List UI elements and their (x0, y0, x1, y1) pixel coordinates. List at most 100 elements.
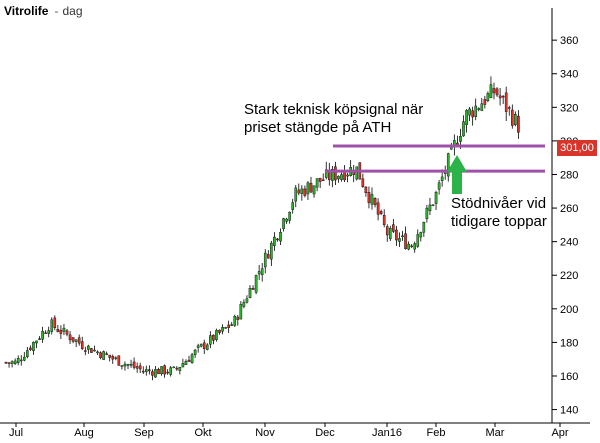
candle-body (334, 166, 337, 181)
candle-body (312, 185, 316, 195)
candle-body (44, 332, 47, 334)
candle-body (236, 316, 240, 320)
candle-body (474, 105, 478, 117)
candle-body (370, 194, 374, 205)
candle-body (221, 327, 224, 332)
candle-body (306, 182, 310, 195)
candle-body (242, 302, 246, 307)
candle-body (413, 243, 417, 250)
candle-body (83, 350, 87, 352)
candle-body (68, 334, 72, 341)
candle-body (32, 342, 35, 351)
axes: 140160180200220240260280300320340360JulA… (0, 8, 590, 439)
candle-body (340, 174, 343, 180)
arrow-shaft (452, 170, 462, 194)
y-tick-label: 360 (560, 35, 578, 47)
candle-body (202, 342, 206, 349)
candle-body (178, 367, 182, 371)
candle-body (227, 324, 230, 328)
candle-body (4, 362, 8, 364)
candle-body (489, 84, 493, 98)
candle-body (422, 222, 426, 233)
candle-body (29, 347, 32, 350)
candle-body (233, 315, 237, 326)
candle-body (181, 363, 185, 368)
candle-body (123, 363, 127, 367)
candle-body (267, 254, 270, 259)
candle-body (196, 345, 200, 348)
candle-body (291, 202, 295, 210)
candle-body (87, 345, 90, 350)
y-tick-label: 240 (560, 237, 578, 249)
candle-body (144, 369, 148, 372)
header-separator: - (54, 4, 59, 18)
candle-body (440, 176, 444, 181)
candle-body (26, 350, 29, 358)
candle-body (56, 329, 60, 332)
candle-body (90, 348, 93, 353)
last-price-badge: 301,00 (557, 140, 597, 156)
candle-body (477, 108, 481, 110)
candle-body (96, 351, 99, 354)
candle-body (364, 186, 368, 193)
x-tick-label: Okt (194, 427, 211, 439)
candle-body (276, 238, 279, 241)
candle-body (346, 174, 349, 177)
candle-body (239, 304, 243, 320)
candle-body (355, 166, 359, 180)
candle-body (300, 188, 304, 194)
candle-body (459, 136, 462, 142)
candle-body (486, 93, 490, 102)
candle-body (379, 211, 383, 214)
candle-body (367, 192, 371, 203)
candle-body (172, 366, 176, 369)
candle-body (199, 343, 203, 347)
candle-body (498, 95, 502, 99)
candle-body (205, 344, 209, 350)
candle-body (309, 182, 313, 193)
candle-body (215, 330, 218, 340)
y-tick-label: 140 (560, 405, 578, 417)
candle-body (385, 226, 389, 236)
candle-body (511, 109, 514, 126)
candle-body (257, 271, 261, 275)
x-tick-label: Mar (486, 427, 505, 439)
candle-body (105, 353, 108, 355)
candle-body (254, 274, 258, 293)
candle-body (462, 121, 465, 137)
candle-body (160, 366, 163, 375)
candle-body (65, 330, 69, 335)
candle-body (373, 198, 377, 205)
x-tick-label: Dec (315, 427, 335, 439)
candle-body (138, 365, 142, 370)
candle-body (120, 365, 124, 367)
x-tick-label: Aug (74, 427, 94, 439)
candle-body (337, 175, 340, 180)
candle-body (251, 288, 255, 290)
candle-body (157, 369, 160, 375)
candle-body (187, 359, 191, 362)
candle-body (297, 189, 301, 194)
candle-body (7, 362, 11, 364)
candle-body (468, 108, 471, 116)
candle-body (395, 229, 398, 241)
buy-signal-annotation: Stark teknisk köpsignal när priset stäng… (244, 101, 423, 137)
candle-body (404, 233, 407, 249)
candle-body (324, 169, 328, 178)
candle-body (389, 227, 392, 239)
candle-body (270, 242, 273, 260)
candle-body (111, 356, 115, 360)
y-tick-label: 180 (560, 337, 578, 349)
candle-body (135, 366, 139, 369)
candle-body (398, 238, 401, 242)
candle-body (318, 177, 322, 182)
candle-body (245, 298, 249, 303)
candle-body (38, 338, 41, 340)
x-tick-label: Nov (255, 427, 275, 439)
buy-arrow-icon (447, 155, 467, 194)
candle-body (184, 361, 188, 365)
candle-body (416, 234, 420, 247)
x-tick-label: Sep (134, 427, 154, 439)
candle-body (431, 204, 435, 207)
